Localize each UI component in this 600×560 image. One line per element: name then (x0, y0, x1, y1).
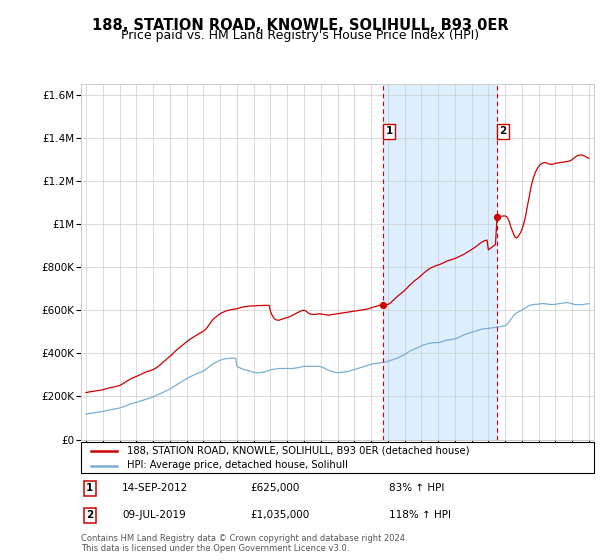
Text: Price paid vs. HM Land Registry's House Price Index (HPI): Price paid vs. HM Land Registry's House … (121, 29, 479, 42)
Text: £625,000: £625,000 (250, 483, 299, 493)
Text: 09-JUL-2019: 09-JUL-2019 (122, 510, 186, 520)
Point (492, 212, 502, 221)
Text: 188, STATION ROAD, KNOWLE, SOLIHULL, B93 0ER (detached house): 188, STATION ROAD, KNOWLE, SOLIHULL, B93… (127, 446, 470, 456)
Text: 1: 1 (385, 127, 392, 137)
Text: 1: 1 (86, 483, 94, 493)
Text: Contains HM Land Registry data © Crown copyright and database right 2024.
This d: Contains HM Land Registry data © Crown c… (81, 534, 407, 553)
Text: 2: 2 (500, 127, 507, 137)
Text: £1,035,000: £1,035,000 (250, 510, 310, 520)
Text: 14-SEP-2012: 14-SEP-2012 (122, 483, 188, 493)
Point (378, 300, 388, 309)
Bar (383, 84, 497, 440)
Text: HPI: Average price, detached house, Solihull: HPI: Average price, detached house, Soli… (127, 460, 348, 470)
Text: 188, STATION ROAD, KNOWLE, SOLIHULL, B93 0ER: 188, STATION ROAD, KNOWLE, SOLIHULL, B93… (92, 18, 508, 33)
Text: 83% ↑ HPI: 83% ↑ HPI (389, 483, 444, 493)
Text: 2: 2 (86, 510, 94, 520)
Text: 118% ↑ HPI: 118% ↑ HPI (389, 510, 451, 520)
